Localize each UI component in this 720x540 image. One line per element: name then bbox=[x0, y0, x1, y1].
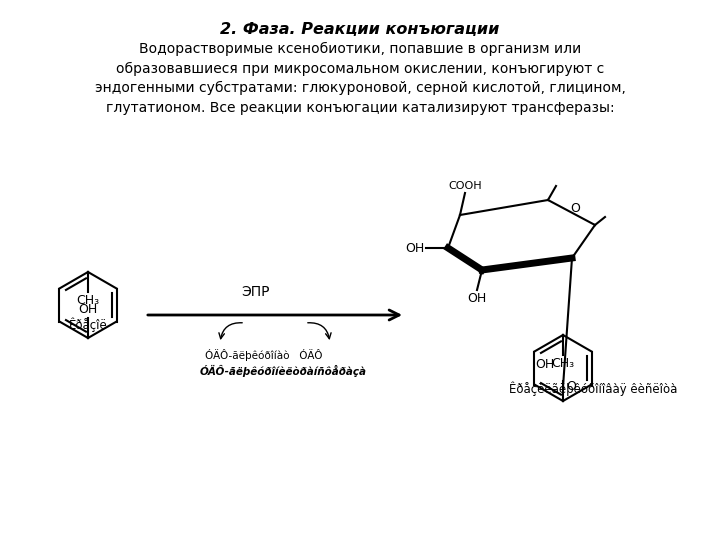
Text: 2. Фаза. Реакции конъюгации: 2. Фаза. Реакции конъюгации bbox=[220, 22, 500, 37]
Text: O: O bbox=[570, 202, 580, 215]
Text: COOH: COOH bbox=[448, 181, 482, 191]
Text: CH₃: CH₃ bbox=[552, 357, 575, 370]
Text: ÓÄÔ-ãëþêóðîíàò   ÓÄÔ: ÓÄÔ-ãëþêóðîíàò ÓÄÔ bbox=[205, 349, 323, 361]
Text: Êðåçèëãëþêóðîíîâàÿ êèñëîòà: Êðåçèëãëþêóðîíîâàÿ êèñëîòà bbox=[509, 381, 678, 395]
Text: ЭПР: ЭПР bbox=[240, 285, 269, 299]
Text: OH: OH bbox=[536, 358, 554, 371]
Text: OH: OH bbox=[405, 241, 424, 254]
Text: Водорастворимые ксенобиотики, попавшие в организм или
образовавшиеся при микросо: Водорастворимые ксенобиотики, попавшие в… bbox=[94, 42, 626, 115]
Text: CH₃: CH₃ bbox=[76, 294, 99, 307]
Text: OH: OH bbox=[467, 292, 487, 305]
Text: ÓÄÔ-ãëþêóðîíèëòðàíñôåðàçà: ÓÄÔ-ãëþêóðîíèëòðàíñôåðàçà bbox=[200, 365, 367, 377]
Text: Êðåçîë: Êðåçîë bbox=[68, 318, 107, 333]
Text: O: O bbox=[566, 381, 576, 394]
Text: OH: OH bbox=[78, 303, 98, 316]
